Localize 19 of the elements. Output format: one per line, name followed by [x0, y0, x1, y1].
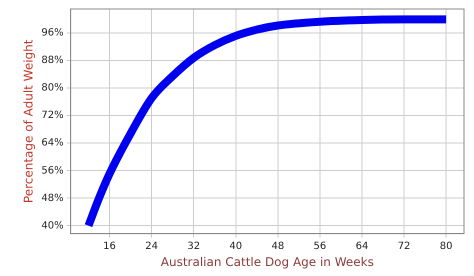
x-tick-label: 72	[398, 241, 410, 252]
y-tick-label: 56%	[41, 165, 64, 176]
x-tick-label: 32	[187, 241, 200, 252]
y-tick-label: 96%	[41, 28, 64, 39]
y-axis-title: Percentage of Adult Weight	[21, 39, 36, 204]
x-tick-label: 80	[440, 241, 452, 252]
x-tick-label: 40	[229, 241, 242, 252]
x-axis-title: Australian Cattle Dog Age in Weeks	[160, 254, 374, 269]
x-tick-label: 48	[271, 241, 284, 252]
y-tick-label: 72%	[41, 110, 64, 122]
y-tick-label: 64%	[41, 138, 64, 149]
y-tick-label: 88%	[41, 55, 64, 66]
x-tick-label: 56	[314, 241, 326, 252]
y-tick-label: 48%	[41, 192, 64, 204]
y-tick-label: 40%	[41, 220, 64, 232]
x-tick-label: 24	[145, 241, 158, 252]
y-tick-label: 80%	[41, 82, 64, 94]
x-tick-label: 64	[356, 241, 368, 252]
x-tick-label: 16	[103, 241, 116, 252]
